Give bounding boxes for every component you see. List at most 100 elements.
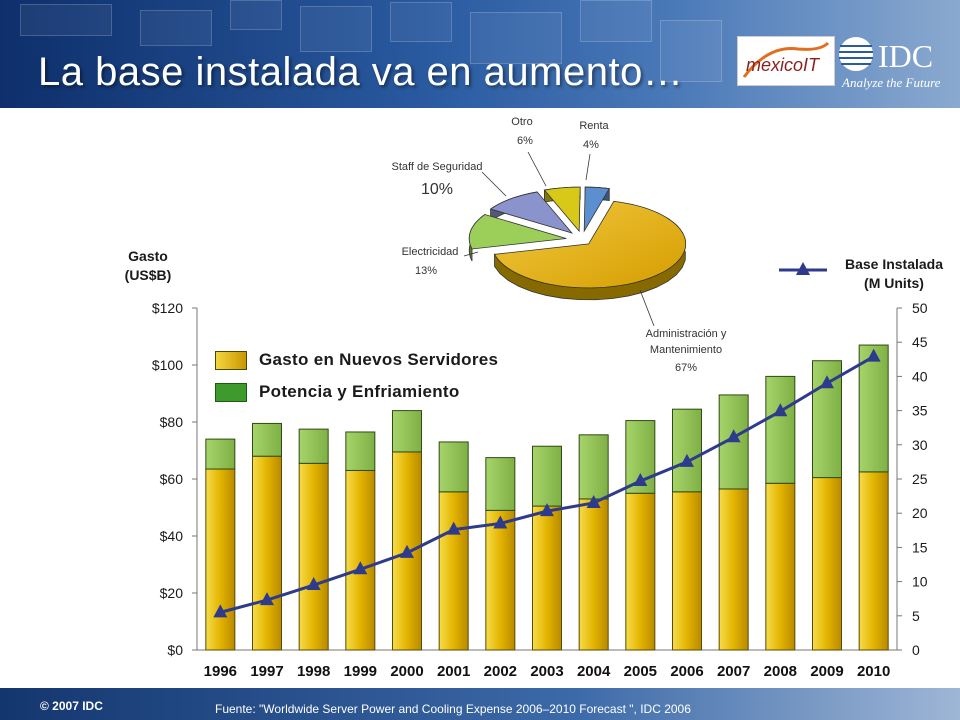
legend-swatch-new-servers xyxy=(215,350,247,370)
left-axis-title-line1: Gasto xyxy=(128,248,168,264)
bar-power-cooling xyxy=(485,457,516,511)
x-tick-label: 2004 xyxy=(577,663,611,680)
right-tick-label: 5 xyxy=(912,608,920,624)
chart-canvas: Administración y Mantenimiento 67% Electric… xyxy=(152,116,928,680)
bar-power-cooling xyxy=(532,445,562,507)
bar-power-cooling xyxy=(858,344,889,473)
pie-leader-line xyxy=(639,289,655,327)
header-decor-tile xyxy=(300,6,372,52)
x-tick-label: 2009 xyxy=(810,663,843,680)
right-tick-label: 20 xyxy=(912,505,928,521)
right-tick-label: 30 xyxy=(912,437,928,453)
header-decor-tile xyxy=(230,0,282,30)
bar-power-cooling xyxy=(298,428,329,464)
bar-series xyxy=(205,344,889,651)
installed-base-point xyxy=(773,403,788,417)
tick-labels: $0 $20 $40 $60 $80 $100 $120 0 5 10 15 20 25 30 35 40 45… xyxy=(152,300,928,680)
header-decor-tile xyxy=(470,12,562,64)
x-tick-label: 1996 xyxy=(204,663,237,680)
pie-slice-pct: 67% xyxy=(675,362,697,374)
bar-power-cooling xyxy=(672,408,702,493)
legend-label-new-servers: Gasto en Nuevos Servidores xyxy=(259,350,499,369)
right-tick-label: 35 xyxy=(912,403,928,419)
left-tick-label: $60 xyxy=(160,471,184,487)
x-tick-label: 2001 xyxy=(437,663,470,680)
right-tick-label: 40 xyxy=(912,368,928,384)
bar-new-servers xyxy=(812,477,842,651)
header-decor-tile xyxy=(580,0,652,42)
bar-new-servers xyxy=(858,471,889,651)
header-decor-tile xyxy=(20,4,112,36)
bar-power-cooling xyxy=(205,438,236,470)
bar-new-servers xyxy=(252,455,282,651)
bar-power-cooling xyxy=(765,375,796,484)
installed-base-point xyxy=(306,577,321,591)
left-axis-title-line2: (US$B) xyxy=(124,267,172,283)
installed-base-point xyxy=(400,544,414,558)
pie-slice-pct: 10% xyxy=(421,181,453,198)
pie-leader-line xyxy=(463,251,479,257)
bar-new-servers xyxy=(205,468,236,651)
x-tick-label: 2002 xyxy=(484,663,517,680)
x-tick-label: 1997 xyxy=(250,663,283,680)
pie-slice-label: Electricidad xyxy=(402,246,459,258)
header-decor-tile xyxy=(140,10,212,46)
pie-slice xyxy=(489,191,574,234)
bar-power-cooling xyxy=(392,410,422,453)
pie-slice-label: Administración y xyxy=(646,328,727,340)
x-tick-label: 2005 xyxy=(624,663,657,680)
pie-slice xyxy=(543,186,581,233)
installed-base-point xyxy=(540,503,554,517)
pie-slice-label: Renta xyxy=(579,120,609,132)
slide-title: La base instalada va en aumento… xyxy=(38,50,684,94)
idc-logo: IDC Analyze the Future xyxy=(836,32,960,92)
installed-base-series xyxy=(213,262,881,618)
mexicoit-logo: mexicoIT xyxy=(737,36,835,86)
left-tick-label: $120 xyxy=(152,300,183,316)
pie-slice-pct: 4% xyxy=(583,139,599,151)
bar-new-servers xyxy=(718,488,749,651)
pie-slice-label-line2: Mantenimiento xyxy=(650,344,722,356)
left-axis-title: Gasto (US$B) xyxy=(108,248,188,283)
x-tick-label: 2006 xyxy=(670,663,703,680)
right-axis-title: Base Instalada (M Units) xyxy=(828,256,960,291)
pie-slice xyxy=(468,214,567,250)
bar-power-cooling xyxy=(345,431,376,471)
pie-leader-line xyxy=(527,151,547,187)
pie-slice-label: Staff de Seguridad xyxy=(392,161,483,173)
bar-new-servers xyxy=(625,492,656,651)
mexicoit-logo-text: mexicoIT xyxy=(746,55,821,75)
idc-logo-text: IDC xyxy=(878,38,933,74)
footer-bar xyxy=(0,688,960,720)
installed-base-point xyxy=(820,375,834,389)
installed-base-point xyxy=(446,521,461,535)
installed-base-point xyxy=(726,429,741,443)
x-tick-label: 2007 xyxy=(717,663,750,680)
x-tick-label: 2003 xyxy=(530,663,563,680)
bar-new-servers xyxy=(438,491,469,651)
bar-power-cooling xyxy=(578,434,609,500)
left-tick-label: $80 xyxy=(160,414,184,430)
legend-power-cooling: Potencia y Enfriamiento xyxy=(215,382,460,402)
bar-new-servers xyxy=(578,498,609,651)
installed-base-point xyxy=(213,604,228,618)
right-tick-label: 10 xyxy=(912,574,928,590)
pie-slice-pct: 13% xyxy=(415,265,437,277)
left-tick-label: $20 xyxy=(160,585,184,601)
left-tick-label: $40 xyxy=(160,528,184,544)
x-tick-label: 1998 xyxy=(297,663,330,680)
right-tick-label: 25 xyxy=(912,471,928,487)
bar-power-cooling xyxy=(438,441,469,493)
x-tick-label: 2010 xyxy=(857,663,890,680)
pie-leader-line xyxy=(585,153,591,181)
pie-slice xyxy=(583,186,610,233)
x-tick-label: 2008 xyxy=(764,663,797,680)
right-axis-title-line1: Base Instalada xyxy=(844,256,944,272)
x-tick-label: 2000 xyxy=(390,663,423,680)
pie-slice xyxy=(493,200,687,289)
x-tick-label: 1999 xyxy=(344,663,377,680)
right-tick-label: 45 xyxy=(912,334,928,350)
installed-base-point xyxy=(633,473,648,487)
right-axis-title-line2: (M Units) xyxy=(864,275,924,291)
legend-label-power-cooling: Potencia y Enfriamiento xyxy=(259,382,460,401)
